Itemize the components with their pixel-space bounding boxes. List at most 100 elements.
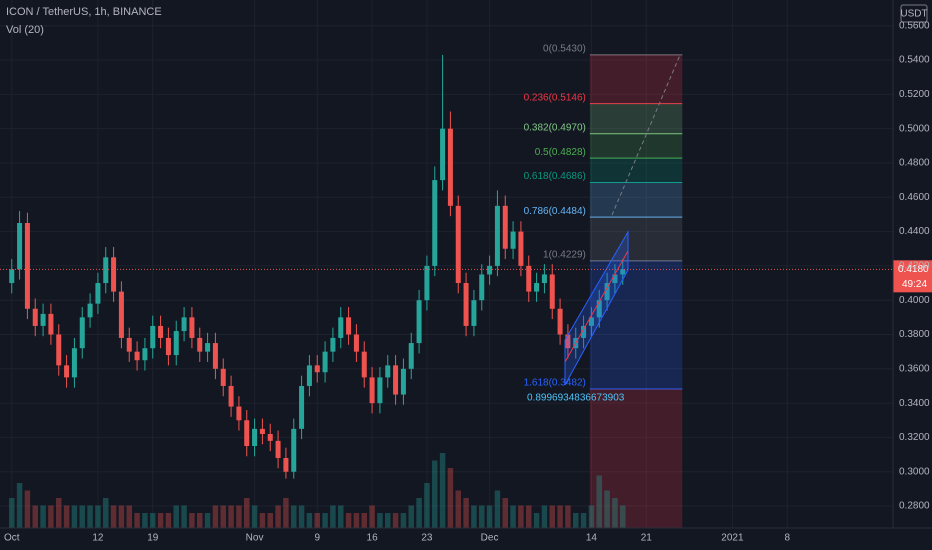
candle-body	[424, 265, 430, 301]
candle-body	[377, 377, 383, 404]
candle-body	[189, 317, 195, 338]
candle-body	[275, 440, 281, 459]
volume-bar	[620, 505, 626, 528]
candle-body	[565, 334, 571, 349]
candle-body	[463, 283, 469, 326]
y-tick-label: 0.5400	[899, 55, 930, 66]
candle-body	[95, 283, 101, 304]
volume-bar	[71, 505, 78, 528]
candle-body	[408, 343, 414, 369]
volume-bar	[118, 505, 125, 528]
trend-line	[611, 54, 681, 216]
candle-body	[267, 433, 273, 441]
volume-bar	[150, 513, 156, 528]
volume-bar	[612, 498, 618, 528]
volume-bar	[424, 483, 430, 528]
volume-bar	[40, 505, 46, 528]
candle-body	[338, 317, 344, 338]
countdown: 49:24	[902, 279, 927, 290]
volume-bar	[197, 513, 203, 528]
candle-body	[581, 325, 587, 338]
volume-bar	[142, 513, 148, 528]
candle-body	[494, 205, 500, 266]
fib-label: 1(0.4229)	[543, 250, 586, 261]
volume-bar	[228, 505, 234, 528]
y-tick-label: 0.5000	[899, 123, 930, 134]
y-tick-label: 0.3600	[899, 363, 930, 374]
candle-body	[220, 368, 226, 386]
volume-bar	[526, 505, 532, 528]
candle-body	[79, 317, 85, 349]
candle-body	[111, 257, 117, 292]
candle-body	[150, 325, 156, 349]
volume-bar	[549, 505, 555, 528]
volume-bar	[463, 498, 469, 528]
candle-body	[612, 274, 618, 284]
candle-body	[126, 337, 132, 352]
candle-body	[212, 343, 218, 369]
fib-label: 0(0.5430)	[543, 44, 586, 55]
candle-body	[64, 365, 70, 378]
candle-body	[9, 269, 15, 284]
candle-body	[549, 274, 555, 309]
overlay: 0.4180 49:24	[0, 260, 932, 293]
volume-bar	[157, 513, 164, 528]
candle-body	[24, 223, 30, 309]
volume-bar	[24, 490, 31, 528]
volume-bar	[95, 505, 101, 528]
volume-bar	[48, 505, 54, 528]
volume-bar	[314, 513, 320, 528]
x-tick-label: 8	[784, 533, 790, 544]
candle-body	[244, 420, 250, 447]
volume-bar	[471, 505, 477, 528]
volume-bar	[510, 505, 516, 528]
x-tick-label: 19	[147, 533, 159, 544]
volume-bar	[377, 513, 383, 528]
volume-bar	[416, 498, 422, 528]
candle-body	[588, 317, 594, 326]
candle-body	[393, 365, 399, 395]
fib-zone	[589, 103, 683, 134]
volume-bar	[565, 505, 571, 528]
volume-bar	[9, 498, 15, 528]
y-tick-label: 0.5200	[899, 89, 930, 100]
volume-bar	[181, 505, 187, 528]
candle-body	[306, 365, 312, 386]
candle-body	[596, 300, 602, 318]
currency-box[interactable]	[900, 4, 928, 23]
candle-body	[134, 351, 140, 361]
candle-body	[32, 308, 38, 326]
candle-body	[620, 269, 626, 275]
volume-bar	[251, 505, 258, 528]
fib-label: 0.786(0.4484)	[524, 206, 586, 217]
y-tick-label: 0.4800	[899, 158, 930, 169]
volume-bar	[588, 505, 595, 528]
volume-bar	[220, 505, 226, 528]
volume-bar	[580, 513, 587, 528]
volume-bar	[494, 490, 501, 528]
volume-bar	[267, 513, 273, 528]
candle-body	[205, 343, 211, 352]
volume-bar	[110, 505, 117, 528]
candle-body	[346, 317, 352, 335]
y-tick-label: 0.4200	[899, 261, 930, 272]
currency[interactable]: USDT	[900, 9, 927, 20]
volume-pane	[9, 453, 626, 528]
volume-bar	[165, 513, 172, 528]
y-tick-label: 0.3400	[899, 398, 930, 409]
volume-bar	[455, 490, 461, 528]
candle-body	[322, 351, 328, 373]
candle-body	[440, 128, 446, 181]
candle-body	[252, 428, 258, 447]
candle-body	[299, 385, 305, 429]
candle-body	[228, 385, 234, 407]
fib-retracement: 0(0.5430) 0.236(0.5146) 0.382(0.4970) 0.5(0…	[524, 44, 683, 528]
candle-body	[361, 351, 367, 378]
volume-bar	[385, 513, 391, 528]
fib-zone	[589, 158, 683, 183]
volume-bar	[259, 513, 266, 528]
volume-bar	[518, 505, 524, 528]
candle-body	[118, 291, 124, 338]
volume-bar	[103, 498, 109, 528]
y-tick-label: 0.3000	[899, 466, 930, 477]
